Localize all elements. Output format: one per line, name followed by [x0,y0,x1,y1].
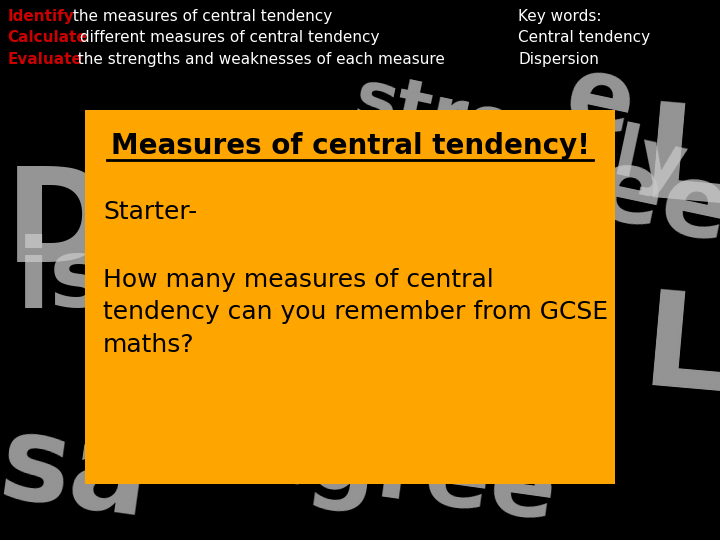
Text: Central tendency: Central tendency [518,30,651,45]
Text: Starter-: Starter- [103,200,197,224]
Text: the strengths and weaknesses of each measure: the strengths and weaknesses of each mea… [68,52,444,68]
Text: Calculate: Calculate [7,30,87,45]
Text: L: L [638,285,720,419]
Text: Evaluate: Evaluate [7,52,82,68]
Text: Dispersion: Dispersion [518,52,599,68]
Text: Key words:: Key words: [518,9,602,24]
Text: strongly: strongly [348,65,693,203]
Text: sa: sa [0,407,157,540]
Text: Measures of central tendency!: Measures of central tendency! [111,132,590,160]
Text: D: D [5,161,114,289]
Text: agree: agree [238,406,562,540]
Text: L: L [638,97,720,231]
Text: different measures of central tendency: different measures of central tendency [75,30,379,45]
Text: e: e [557,49,643,158]
Text: agree: agree [401,104,720,266]
FancyBboxPatch shape [85,111,615,484]
Text: the measures of central tendency: the measures of central tendency [68,9,332,24]
Text: Identify: Identify [7,9,74,24]
Text: How many measures of central
tendency can you remember from GCSE
maths?: How many measures of central tendency ca… [103,268,608,357]
Text: isagree: isagree [17,234,423,328]
